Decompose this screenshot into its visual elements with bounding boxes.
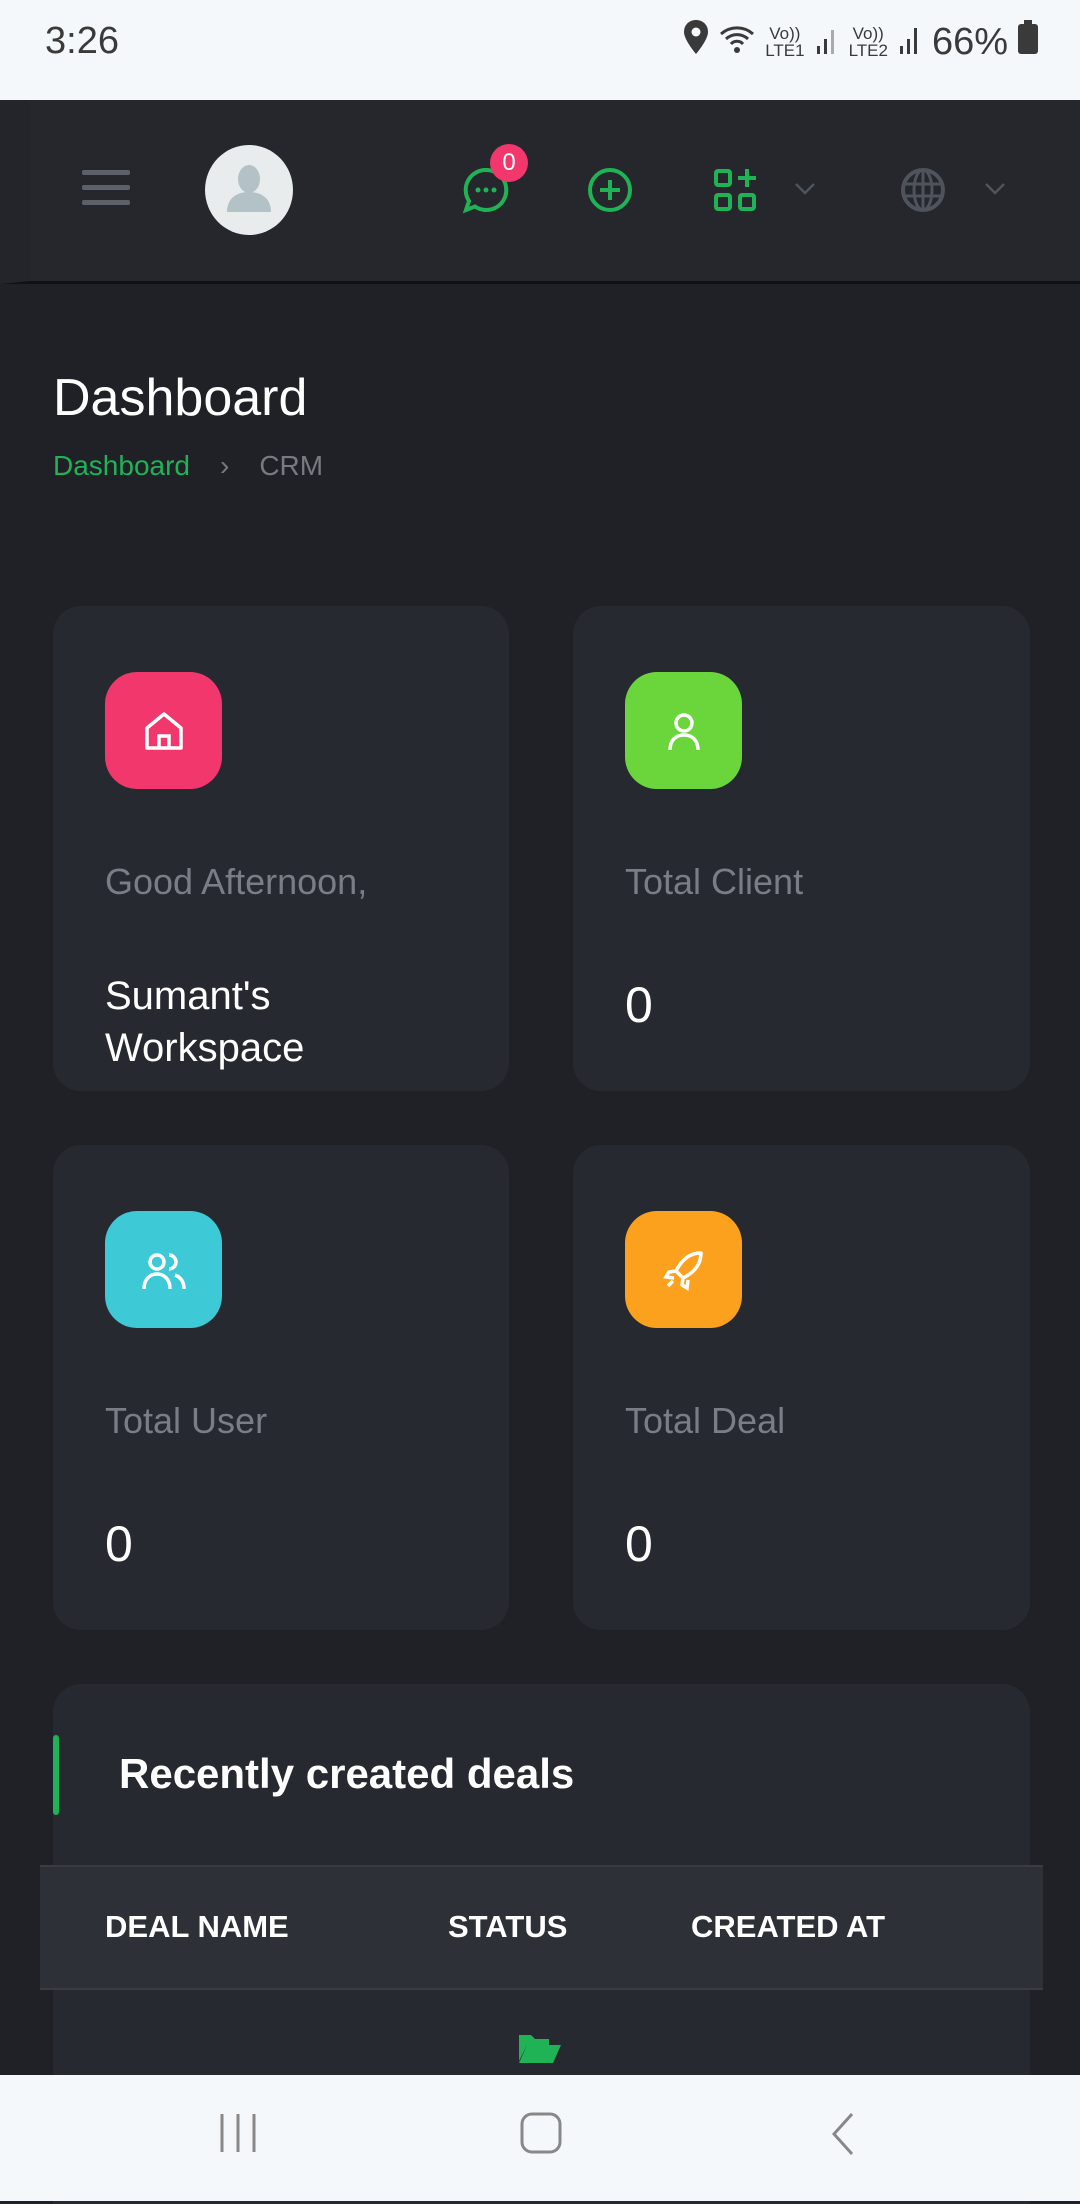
total-deal-value: 0 <box>625 1516 653 1572</box>
breadcrumb-dashboard[interactable]: Dashboard <box>53 450 190 481</box>
signal-icon <box>815 21 839 64</box>
back-icon[interactable] <box>830 2112 856 2161</box>
add-circle-icon[interactable] <box>587 167 633 218</box>
deals-table-header: DEAL NAME STATUS CREATED AT <box>40 1865 1043 1990</box>
column-status[interactable]: STATUS <box>448 1909 568 1944</box>
user-icon <box>625 672 742 789</box>
recent-apps-icon[interactable] <box>218 2112 260 2159</box>
greeting-label: Good Afternoon, <box>105 861 368 902</box>
location-icon <box>683 20 709 64</box>
accent-bar <box>53 1735 59 1815</box>
home-button-icon[interactable] <box>520 2112 562 2159</box>
battery-percent: 66% <box>931 20 1008 63</box>
deals-title: Recently created deals <box>119 1750 575 1797</box>
total-user-card: Total User 0 <box>53 1145 509 1630</box>
network-1-label: LTE1 <box>765 41 805 60</box>
total-user-value: 0 <box>105 1516 133 1572</box>
avatar[interactable] <box>204 144 294 241</box>
network-2: Vo)) LTE2 <box>848 24 888 60</box>
signal-icon <box>898 21 922 64</box>
total-client-label: Total Client <box>625 861 804 902</box>
network-2-label: LTE2 <box>848 41 888 60</box>
globe-icon[interactable] <box>900 167 946 218</box>
rocket-icon <box>625 1211 742 1328</box>
column-deal-name[interactable]: DEAL NAME <box>105 1909 289 1944</box>
workspace-name: Sumant's Workspace <box>105 974 305 1070</box>
column-created-at[interactable]: CREATED AT <box>691 1909 886 1944</box>
greeting-card: Good Afternoon, Sumant's Workspace <box>53 606 509 1091</box>
total-client-card: Total Client 0 <box>573 606 1030 1091</box>
chevron-right-icon: › <box>219 450 230 481</box>
page-title: Dashboard <box>53 369 308 427</box>
home-icon <box>105 672 222 789</box>
total-user-label: Total User <box>105 1400 268 1441</box>
chevron-down-icon[interactable] <box>984 182 1006 201</box>
apps-add-icon[interactable] <box>714 169 756 216</box>
wifi-icon <box>719 21 755 64</box>
system-nav-bar <box>0 2075 1080 2201</box>
folder-open-icon <box>519 2033 561 2070</box>
breadcrumb-crm: CRM <box>259 450 324 481</box>
status-bar: 3:26 Vo)) LTE1 Vo)) LTE2 66% <box>0 0 1080 100</box>
total-deal-card: Total Deal 0 <box>573 1145 1030 1630</box>
battery-icon <box>1018 20 1038 64</box>
notification-badge: 0 <box>490 144 528 182</box>
hamburger-menu-icon[interactable] <box>82 168 130 213</box>
total-deal-label: Total Deal <box>625 1400 786 1441</box>
network-1: Vo)) LTE1 <box>765 24 805 60</box>
top-header: 0 <box>0 100 1080 284</box>
total-client-value: 0 <box>625 977 653 1033</box>
chevron-down-icon[interactable] <box>794 182 816 201</box>
breadcrumb: Dashboard › CRM <box>53 450 323 482</box>
status-icons: Vo)) LTE1 Vo)) LTE2 66% <box>683 20 1038 64</box>
users-icon <box>105 1211 222 1328</box>
clock: 3:26 <box>45 20 119 62</box>
